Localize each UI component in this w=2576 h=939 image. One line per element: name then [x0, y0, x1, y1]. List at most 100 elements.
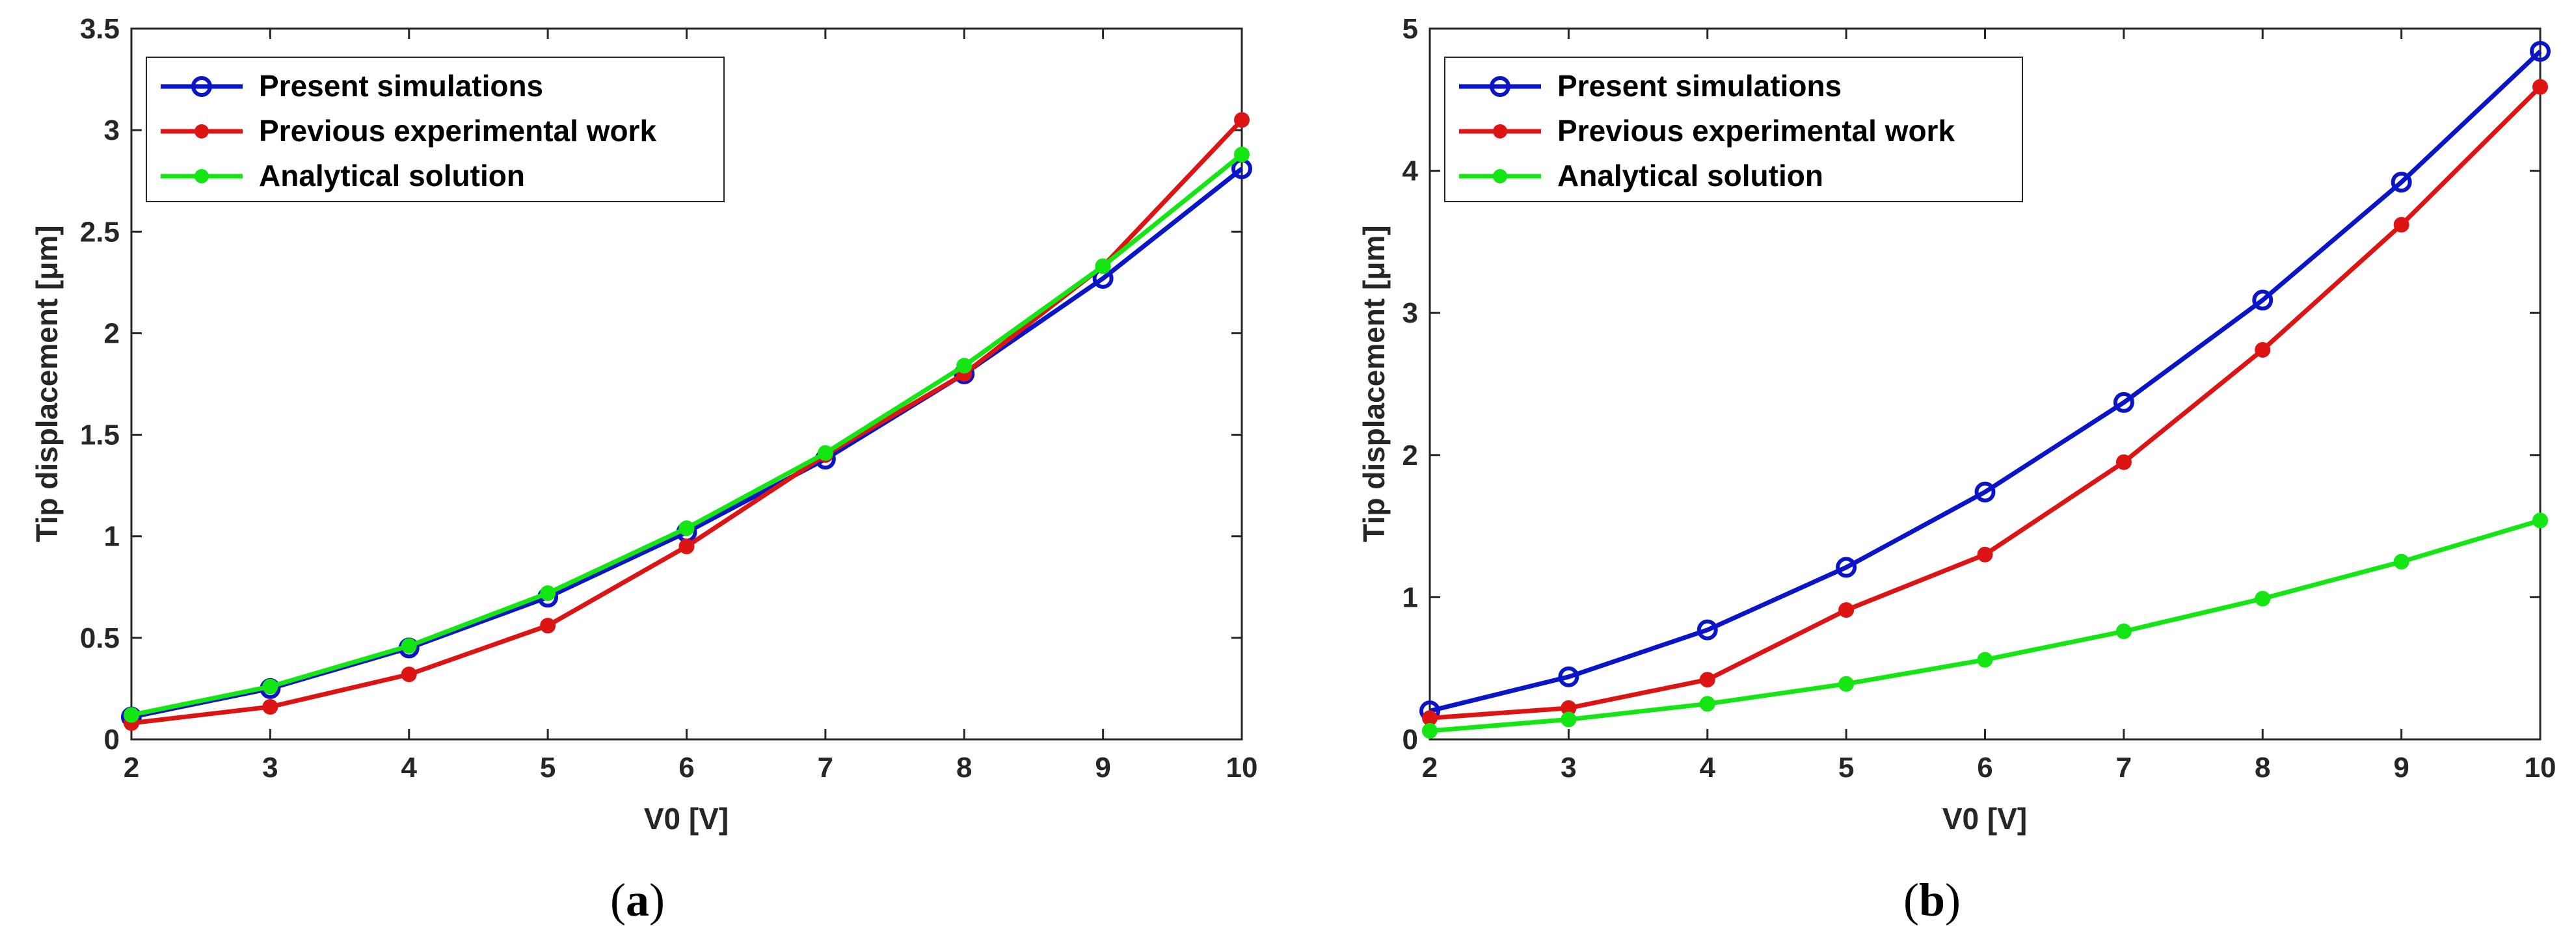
x-tick-label: 7	[2116, 752, 2132, 784]
x-tick-label: 2	[1422, 752, 1438, 784]
data-point-analytical-solution	[2532, 512, 2548, 529]
y-axis-label-a: Tip displacement [μm]	[30, 225, 64, 542]
legend-samples-b	[1459, 76, 1541, 183]
legend-marker-present-simulations	[191, 76, 212, 97]
data-point-analytical-solution	[540, 585, 556, 602]
tick-marks-b	[1429, 27, 2542, 741]
caption-letter-a: a	[626, 874, 649, 926]
x-axis-label-b: V0 [V]	[1942, 802, 2027, 836]
data-point-analytical-solution	[1422, 722, 1438, 739]
data-point-present-simulations	[1558, 666, 1579, 687]
legend-label-analytical-solution: Analytical solution	[1557, 159, 1823, 192]
x-tick-labels-a: 2 3 4 5 6 7 8 9 10	[124, 752, 1258, 784]
series-a	[121, 112, 1252, 732]
x-axis-label-a: V0 [V]	[644, 802, 729, 836]
caption-a: (a)	[610, 874, 665, 926]
x-tick-label: 3	[262, 752, 278, 784]
x-tick-label: 9	[1095, 752, 1110, 784]
y-tick-label: 1.5	[80, 419, 120, 451]
data-point-analytical-solution	[2255, 590, 2271, 607]
legend-label-previous-experimental-work: Previous experimental work	[1557, 114, 1955, 148]
data-point-analytical-solution	[956, 358, 973, 374]
data-point-analytical-solution	[2393, 553, 2409, 570]
series-line-present-simulations	[1429, 49, 2542, 713]
caption-letter-b: b	[1919, 874, 1945, 926]
y-tick-label: 3	[104, 114, 120, 146]
data-point-analytical-solution	[1234, 146, 1250, 163]
data-point-previous-experimental-work	[2393, 217, 2409, 233]
x-tick-label: 8	[2255, 752, 2270, 784]
x-tick-label: 2	[124, 752, 139, 784]
panel-b: 2 3 4 5 6 7 8 9 10 0 1 2 3 4 5 Present simulations Pr…	[1357, 13, 2556, 926]
legend-marker-previous-experimental-work	[195, 124, 209, 139]
y-tick-label: 5	[1402, 13, 1418, 45]
y-tick-label: 1	[104, 521, 120, 553]
data-point-previous-experimental-work	[262, 699, 278, 715]
data-point-analytical-solution	[1977, 652, 1993, 668]
data-point-present-simulations	[1697, 619, 1718, 641]
y-tick-label: 2	[104, 317, 120, 349]
data-point-analytical-solution	[262, 678, 278, 694]
legend-marker-analytical-solution	[195, 169, 209, 183]
legend-marker-analytical-solution	[1493, 169, 1507, 183]
legend-marker-previous-experimental-work	[1493, 124, 1507, 139]
data-point-present-simulations	[1836, 557, 1857, 578]
x-tick-label: 6	[1977, 752, 1992, 784]
x-tick-label: 6	[678, 752, 694, 784]
x-tick-label: 10	[1226, 752, 1258, 784]
x-tick-label: 8	[956, 752, 972, 784]
data-point-previous-experimental-work	[1838, 602, 1855, 618]
data-point-present-simulations	[1974, 481, 1996, 503]
data-point-previous-experimental-work	[2255, 342, 2271, 358]
data-point-previous-experimental-work	[678, 538, 695, 555]
y-tick-label: 3	[1402, 297, 1418, 329]
y-tick-label: 4	[1402, 155, 1419, 187]
data-point-previous-experimental-work	[2115, 454, 2132, 470]
y-tick-label: 3.5	[80, 13, 120, 45]
data-point-previous-experimental-work	[2532, 79, 2548, 95]
legend-samples-a	[161, 76, 243, 183]
x-tick-label: 4	[401, 752, 418, 784]
x-tick-label: 5	[540, 752, 556, 784]
data-point-present-simulations	[2391, 172, 2412, 193]
y-tick-labels-b: 0 1 2 3 4 5	[1402, 13, 1419, 756]
data-point-analytical-solution	[1561, 711, 1577, 728]
x-tick-label: 5	[1838, 752, 1854, 784]
data-point-previous-experimental-work	[540, 618, 556, 634]
legend-label-present-simulations: Present simulations	[1557, 69, 1842, 103]
legend-label-present-simulations: Present simulations	[259, 69, 543, 103]
y-tick-label: 0	[1402, 724, 1418, 756]
data-point-analytical-solution	[1699, 696, 1715, 712]
data-point-present-simulations	[2530, 40, 2551, 62]
data-point-previous-experimental-work	[1977, 546, 1993, 562]
data-point-previous-experimental-work	[1699, 672, 1715, 688]
x-tick-label: 10	[2525, 752, 2556, 784]
y-tick-label: 0.5	[80, 622, 120, 654]
legend-marker-present-simulations	[1490, 76, 1510, 97]
y-tick-label: 0	[104, 724, 120, 756]
y-axis-label-b: Tip displacement [μm]	[1357, 225, 1391, 542]
x-tick-label: 3	[1561, 752, 1576, 784]
data-point-analytical-solution	[1838, 676, 1855, 692]
data-point-present-simulations	[2252, 289, 2274, 311]
data-point-previous-experimental-work	[401, 667, 417, 683]
legend-label-previous-experimental-work: Previous experimental work	[259, 114, 656, 148]
data-point-previous-experimental-work	[1234, 112, 1250, 128]
x-tick-label: 9	[2393, 752, 2409, 784]
data-point-analytical-solution	[2115, 623, 2132, 639]
legend-a: Present simulations Previous experimenta…	[146, 57, 725, 202]
y-tick-label: 2	[1402, 440, 1418, 471]
legend-label-analytical-solution: Analytical solution	[259, 159, 525, 192]
series-b	[1419, 40, 2551, 739]
data-point-analytical-solution	[124, 707, 139, 723]
legend-b: Present simulations Previous experimenta…	[1444, 57, 2023, 202]
y-tick-labels-a: 0 0.5 1 1.5 2 2.5 3 3.5	[80, 13, 120, 756]
data-point-analytical-solution	[817, 445, 833, 461]
y-tick-label: 1	[1402, 581, 1418, 613]
x-tick-label: 7	[818, 752, 833, 784]
data-point-analytical-solution	[1095, 258, 1111, 274]
x-tick-labels-b: 2 3 4 5 6 7 8 9 10	[1422, 752, 2556, 784]
data-point-analytical-solution	[678, 520, 695, 536]
caption-b: (b)	[1903, 874, 1961, 926]
